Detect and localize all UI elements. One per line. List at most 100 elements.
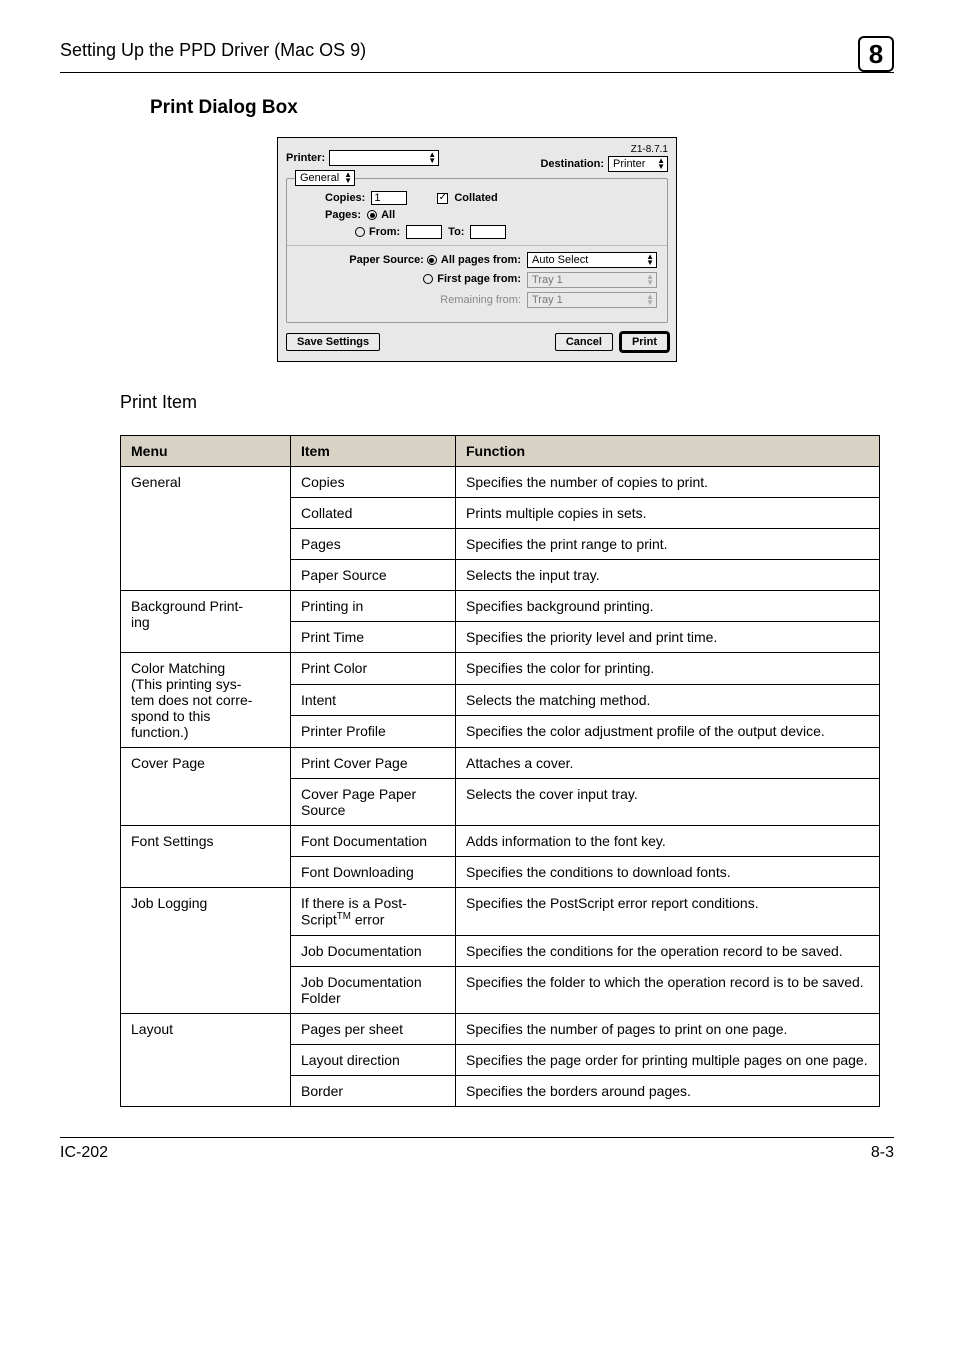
function-cell: Selects the cover input tray. [456, 779, 880, 826]
from-input[interactable] [406, 225, 442, 239]
table-row: Job LoggingIf there is a Post-ScriptTM e… [121, 888, 880, 936]
all-pages-radio[interactable] [427, 255, 437, 265]
printer-select[interactable]: ▲▼ [329, 150, 439, 166]
function-cell: Specifies the number of copies to print. [456, 467, 880, 498]
function-cell: Specifies the page order for printing mu… [456, 1044, 880, 1075]
item-cell: Print Time [291, 622, 456, 653]
table-row: Color Matching(This printing sys-tem doe… [121, 653, 880, 685]
table-row: Background Print-ingPrinting inSpecifies… [121, 591, 880, 622]
first-page-value: Tray 1 [532, 274, 563, 286]
page-header: Setting Up the PPD Driver (Mac OS 9) 8 [60, 32, 894, 73]
collated-label: Collated [454, 192, 497, 204]
function-cell: Specifies the color adjustment profile o… [456, 716, 880, 748]
print-item-heading: Print Item [120, 392, 894, 413]
function-cell: Specifies the color for printing. [456, 653, 880, 685]
remaining-value: Tray 1 [532, 294, 563, 306]
to-input[interactable] [470, 225, 506, 239]
item-cell: Pages [291, 529, 456, 560]
item-cell: Print Color [291, 653, 456, 685]
function-cell: Prints multiple copies in sets. [456, 498, 880, 529]
pages-all-label: All [381, 209, 395, 221]
options-table: Menu Item Function GeneralCopiesSpecifie… [120, 435, 880, 1107]
th-item: Item [291, 436, 456, 467]
item-cell: Collated [291, 498, 456, 529]
function-cell: Specifies the number of pages to print o… [456, 1013, 880, 1044]
pages-label: Pages: [325, 209, 361, 221]
table-row: LayoutPages per sheetSpecifies the numbe… [121, 1013, 880, 1044]
collated-checkbox[interactable]: ✓ [437, 193, 448, 204]
remaining-select: Tray 1▲▼ [527, 292, 657, 308]
from-label: From: [369, 226, 400, 238]
remaining-label: Remaining from: [361, 294, 521, 306]
paper-source-label: Paper Source: [349, 254, 424, 266]
copies-input[interactable]: 1 [371, 191, 407, 205]
menu-cell: Color Matching(This printing sys-tem doe… [121, 653, 291, 748]
function-cell: Specifies the PostScript error report co… [456, 888, 880, 936]
printer-label: Printer: [286, 152, 325, 164]
item-cell: Cover Page Paper Source [291, 779, 456, 826]
table-row: Cover PagePrint Cover PageAttaches a cov… [121, 748, 880, 779]
function-cell: Specifies background printing. [456, 591, 880, 622]
function-cell: Specifies the conditions to download fon… [456, 857, 880, 888]
item-cell: Layout direction [291, 1044, 456, 1075]
cancel-button[interactable]: Cancel [555, 333, 613, 351]
menu-cell: General [121, 467, 291, 591]
chapter-number: 8 [858, 36, 894, 72]
page-footer: IC-202 8-3 [60, 1137, 894, 1162]
menu-cell: Cover Page [121, 748, 291, 826]
destination-value: Printer [613, 158, 645, 170]
table-row: Font SettingsFont DocumentationAdds info… [121, 826, 880, 857]
function-cell: Specifies the borders around pages. [456, 1075, 880, 1106]
item-cell: Printing in [291, 591, 456, 622]
save-settings-button[interactable]: Save Settings [286, 333, 380, 351]
function-cell: Adds information to the font key. [456, 826, 880, 857]
footer-left: IC-202 [60, 1144, 108, 1162]
dialog-version: Z1-8.7.1 [631, 144, 668, 155]
item-cell: Print Cover Page [291, 748, 456, 779]
item-cell: Font Documentation [291, 826, 456, 857]
item-cell: Paper Source [291, 560, 456, 591]
first-page-label: First page from: [437, 273, 521, 285]
function-cell: Specifies the folder to which the operat… [456, 966, 880, 1013]
menu-cell: Job Logging [121, 888, 291, 1014]
pages-from-radio[interactable] [355, 227, 365, 237]
first-page-select: Tray 1▲▼ [527, 272, 657, 288]
header-title: Setting Up the PPD Driver (Mac OS 9) [60, 40, 366, 61]
th-function: Function [456, 436, 880, 467]
all-pages-label: All pages from: [441, 254, 521, 266]
menu-cell: Background Print-ing [121, 591, 291, 653]
panel-select[interactable]: General▲▼ [295, 170, 355, 186]
footer-right: 8-3 [871, 1144, 894, 1162]
menu-cell: Font Settings [121, 826, 291, 888]
function-cell: Selects the input tray. [456, 560, 880, 591]
item-cell: Job Documentation [291, 935, 456, 966]
function-cell: Attaches a cover. [456, 748, 880, 779]
item-cell: Job Documentation Folder [291, 966, 456, 1013]
item-cell: Intent [291, 684, 456, 716]
destination-label: Destination: [540, 158, 604, 170]
function-cell: Selects the matching method. [456, 684, 880, 716]
pages-all-radio[interactable] [367, 210, 377, 220]
print-button[interactable]: Print [621, 333, 668, 351]
to-label: To: [448, 226, 464, 238]
function-cell: Specifies the conditions for the operati… [456, 935, 880, 966]
item-cell: Font Downloading [291, 857, 456, 888]
all-pages-select[interactable]: Auto Select▲▼ [527, 252, 657, 268]
first-page-radio[interactable] [423, 274, 433, 284]
item-cell: Copies [291, 467, 456, 498]
menu-cell: Layout [121, 1013, 291, 1106]
item-cell: Printer Profile [291, 716, 456, 748]
table-row: GeneralCopiesSpecifies the number of cop… [121, 467, 880, 498]
all-pages-value: Auto Select [532, 254, 588, 266]
function-cell: Specifies the print range to print. [456, 529, 880, 560]
item-cell: If there is a Post-ScriptTM error [291, 888, 456, 936]
panel-value: General [300, 172, 339, 184]
item-cell: Border [291, 1075, 456, 1106]
destination-select[interactable]: Printer▲▼ [608, 156, 668, 172]
function-cell: Specifies the priority level and print t… [456, 622, 880, 653]
print-dialog: Printer: ▲▼ Z1-8.7.1 Destination: Printe… [277, 137, 677, 362]
section-title: Print Dialog Box [150, 97, 894, 119]
th-menu: Menu [121, 436, 291, 467]
copies-label: Copies: [325, 192, 365, 204]
item-cell: Pages per sheet [291, 1013, 456, 1044]
